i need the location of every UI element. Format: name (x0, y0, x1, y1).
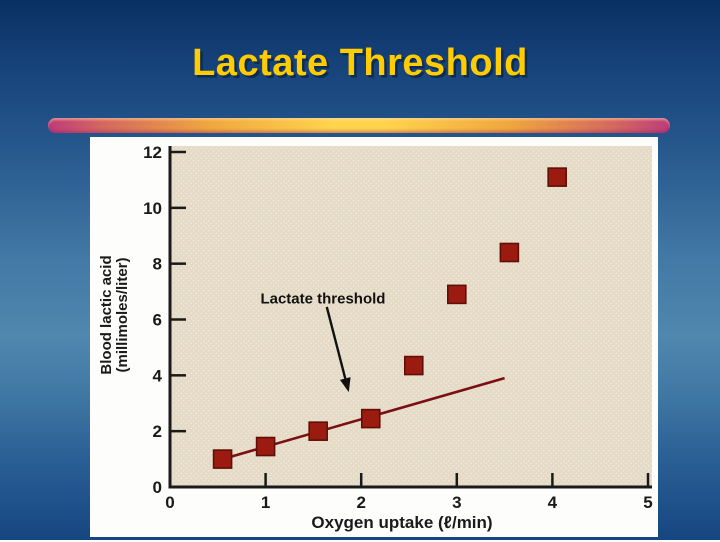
slide-title: Lactate Threshold (192, 42, 528, 84)
axis-ticks (168, 150, 650, 489)
x-tick-label: 0 (165, 493, 174, 512)
y-tick-label: 10 (143, 199, 162, 218)
y-axis-title-line: Blood lactic acid (98, 255, 115, 374)
plot-area (170, 146, 652, 487)
data-point-square (499, 242, 520, 263)
chart-panel: 0 2 4 6 8 10 12 0 1 2 3 4 5 Lactate threshold Oxygen u… (90, 137, 658, 537)
x-tick-label: 1 (261, 493, 270, 512)
data-point-square (547, 167, 567, 187)
y-tick-label: 0 (153, 478, 162, 497)
y-tick-label: 4 (153, 366, 163, 385)
y-axis-title: Blood lactic acid(millimoles/liter) (98, 255, 131, 374)
y-tick-label: 8 (153, 255, 162, 274)
x-tick-label: 5 (643, 493, 652, 512)
x-tick-label: 3 (452, 493, 461, 512)
data-point-square (255, 436, 276, 457)
data-point-square (308, 421, 328, 441)
y-axis-title-line: (millimoles/liter) (114, 257, 131, 372)
annotation-arrowhead (339, 377, 351, 393)
data-points (212, 167, 567, 469)
data-point-square (212, 449, 233, 469)
title-divider-bar (48, 118, 670, 133)
x-tick-label: 4 (548, 493, 558, 512)
data-point-square (446, 284, 467, 305)
x-tick-label: 2 (356, 493, 365, 512)
y-tick-label: 2 (153, 422, 162, 441)
y-tick-label: 12 (143, 143, 162, 162)
annotation-arrow-shaft (325, 306, 347, 379)
data-point-square (360, 408, 381, 429)
y-tick-label: 6 (153, 311, 162, 330)
annotation-label: Lactate threshold (260, 291, 385, 308)
x-axis-title: Oxygen uptake (ℓ/min) (311, 513, 492, 532)
data-point-square (403, 355, 424, 376)
axes-lines (168, 146, 652, 489)
